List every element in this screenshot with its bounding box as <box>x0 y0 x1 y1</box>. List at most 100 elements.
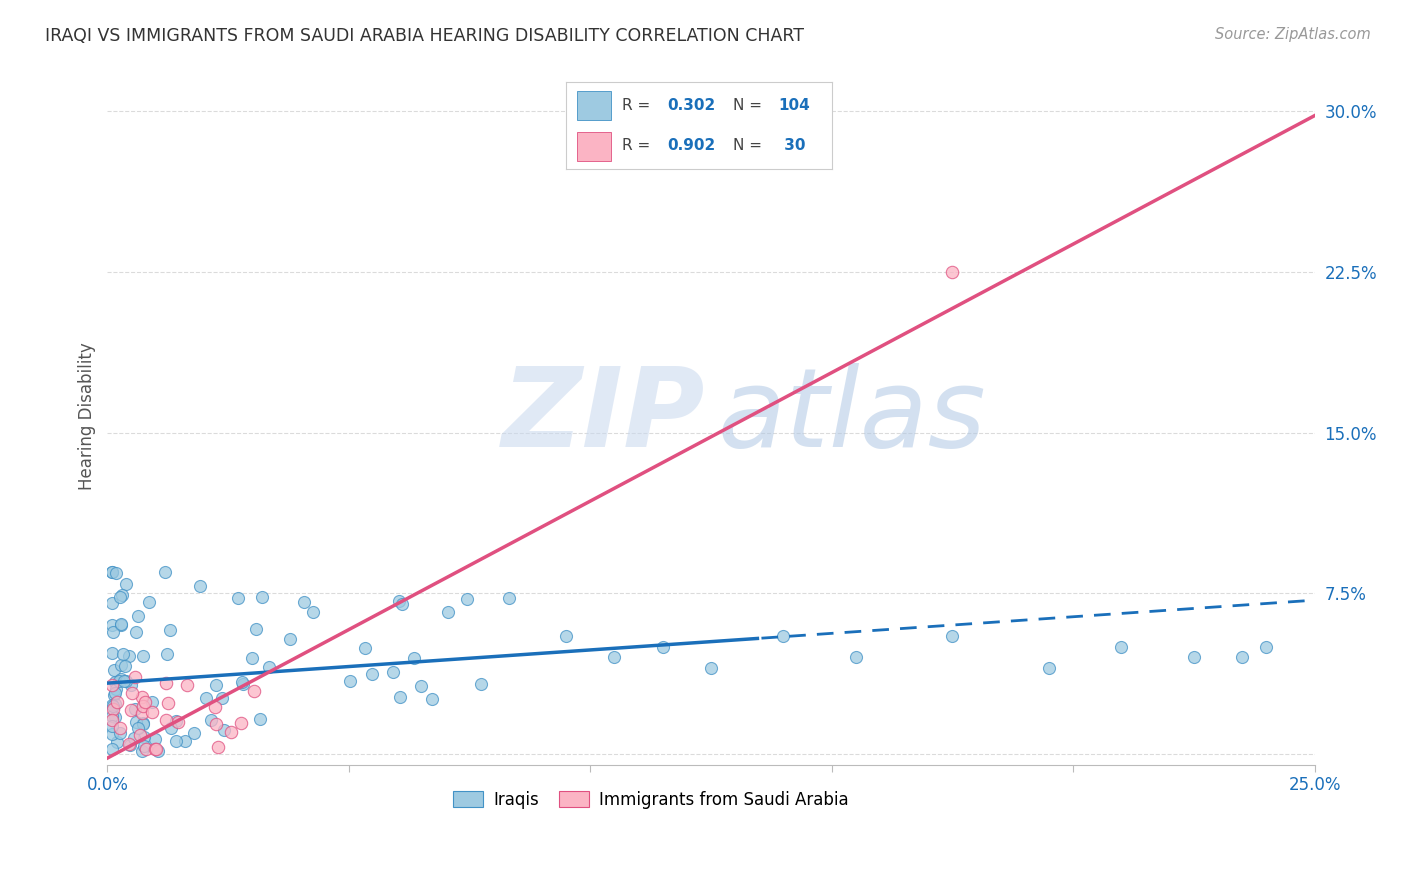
Point <box>111 588 134 602</box>
Point <box>160 721 183 735</box>
Point <box>103 625 125 640</box>
Point <box>941 629 963 643</box>
Point <box>145 741 167 756</box>
Point <box>211 690 233 705</box>
Point <box>104 709 127 723</box>
Point <box>128 728 150 742</box>
Point <box>114 576 136 591</box>
Point <box>361 667 384 681</box>
Point <box>110 616 132 631</box>
Point <box>245 622 267 636</box>
Point <box>110 658 132 673</box>
Point <box>101 718 124 732</box>
Point <box>155 713 177 727</box>
Point <box>110 721 132 735</box>
Point <box>240 650 263 665</box>
Point <box>845 650 868 665</box>
Text: IRAQI VS IMMIGRANTS FROM SAUDI ARABIA HEARING DISABILITY CORRELATION CHART: IRAQI VS IMMIGRANTS FROM SAUDI ARABIA HE… <box>45 27 804 45</box>
Point <box>101 727 124 741</box>
Point <box>941 265 963 279</box>
Point <box>259 659 281 673</box>
Point <box>339 673 361 688</box>
Point <box>167 714 190 729</box>
Point <box>103 699 125 714</box>
Point <box>194 691 217 706</box>
Point <box>105 735 128 749</box>
Point <box>131 716 153 731</box>
Point <box>603 650 626 665</box>
Point <box>101 709 124 723</box>
Point <box>118 738 141 752</box>
Point <box>1111 640 1133 654</box>
Point <box>101 646 124 660</box>
Point <box>354 640 377 655</box>
Point <box>101 742 124 756</box>
Point <box>120 703 142 717</box>
Point <box>101 596 124 610</box>
Point <box>131 648 153 663</box>
Point <box>555 629 578 643</box>
Point <box>155 676 177 690</box>
Point <box>101 698 124 712</box>
Point <box>420 692 443 706</box>
Point <box>243 684 266 698</box>
Point <box>108 674 131 689</box>
Point <box>204 678 226 692</box>
Point <box>278 632 301 646</box>
Point <box>183 726 205 740</box>
Point <box>108 591 131 605</box>
Point <box>437 605 460 619</box>
Point <box>145 742 167 756</box>
Point <box>301 605 323 619</box>
Point <box>148 744 170 758</box>
Point <box>125 625 148 640</box>
Point <box>188 579 211 593</box>
Point <box>200 713 222 727</box>
Point <box>115 673 138 688</box>
Point <box>157 697 180 711</box>
Point <box>143 731 166 746</box>
Point <box>104 675 127 690</box>
Point <box>131 690 153 705</box>
Point <box>101 678 124 692</box>
Point <box>141 705 163 719</box>
Point <box>135 741 157 756</box>
Point <box>104 697 127 711</box>
Point <box>104 681 127 696</box>
Point <box>104 686 127 700</box>
Point <box>125 715 148 730</box>
Point <box>101 702 124 716</box>
Point <box>101 714 124 728</box>
Point <box>212 723 235 738</box>
Point <box>108 726 131 740</box>
Point <box>110 672 132 686</box>
Y-axis label: Hearing Disability: Hearing Disability <box>79 343 96 491</box>
Point <box>1038 661 1060 675</box>
Point <box>1230 650 1253 665</box>
Point <box>131 706 153 720</box>
Point <box>121 686 143 700</box>
Point <box>1182 650 1205 665</box>
Point <box>110 618 132 632</box>
Point <box>470 677 492 691</box>
Point <box>409 679 432 693</box>
Point <box>101 565 124 579</box>
Point <box>141 695 163 709</box>
Point <box>205 717 228 731</box>
Point <box>207 739 229 754</box>
Point <box>1256 640 1278 654</box>
Point <box>132 739 155 753</box>
Point <box>127 608 149 623</box>
Point <box>138 595 160 609</box>
Point <box>153 565 176 579</box>
Point <box>252 591 274 605</box>
Point <box>226 591 249 605</box>
Legend: Iraqis, Immigrants from Saudi Arabia: Iraqis, Immigrants from Saudi Arabia <box>446 784 855 815</box>
Point <box>104 566 127 581</box>
Point <box>132 716 155 731</box>
Text: ZIP: ZIP <box>502 363 704 470</box>
Point <box>124 702 146 716</box>
Point <box>156 647 179 661</box>
Point <box>382 665 405 680</box>
Point <box>700 661 723 675</box>
